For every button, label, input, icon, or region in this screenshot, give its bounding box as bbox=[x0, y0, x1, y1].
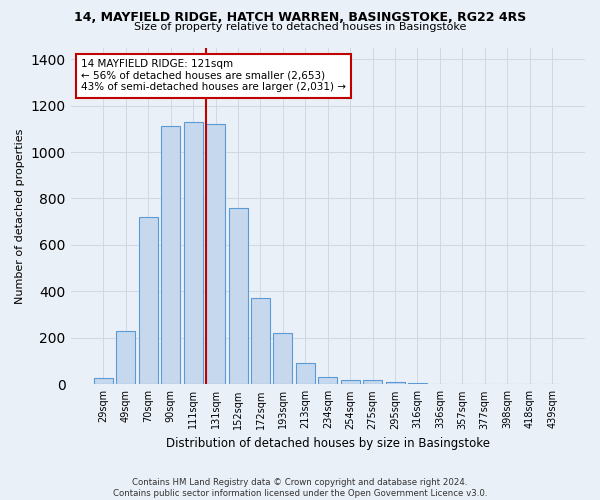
Bar bbox=[274, 333, 292, 384]
Bar bbox=[386, 382, 404, 384]
Bar bbox=[184, 122, 203, 384]
X-axis label: Distribution of detached houses by size in Basingstoke: Distribution of detached houses by size … bbox=[166, 437, 490, 450]
Bar bbox=[341, 380, 360, 384]
Bar bbox=[139, 217, 158, 384]
Bar bbox=[408, 382, 427, 384]
Bar bbox=[229, 208, 248, 384]
Bar bbox=[296, 364, 315, 384]
Text: 14 MAYFIELD RIDGE: 121sqm
← 56% of detached houses are smaller (2,653)
43% of se: 14 MAYFIELD RIDGE: 121sqm ← 56% of detac… bbox=[81, 60, 346, 92]
Text: Size of property relative to detached houses in Basingstoke: Size of property relative to detached ho… bbox=[134, 22, 466, 32]
Text: Contains HM Land Registry data © Crown copyright and database right 2024.
Contai: Contains HM Land Registry data © Crown c… bbox=[113, 478, 487, 498]
Bar bbox=[94, 378, 113, 384]
Bar bbox=[363, 380, 382, 384]
Bar bbox=[206, 124, 225, 384]
Bar bbox=[116, 331, 136, 384]
Bar bbox=[318, 378, 337, 384]
Bar bbox=[251, 298, 270, 384]
Bar bbox=[161, 126, 180, 384]
Text: 14, MAYFIELD RIDGE, HATCH WARREN, BASINGSTOKE, RG22 4RS: 14, MAYFIELD RIDGE, HATCH WARREN, BASING… bbox=[74, 11, 526, 24]
Y-axis label: Number of detached properties: Number of detached properties bbox=[15, 128, 25, 304]
